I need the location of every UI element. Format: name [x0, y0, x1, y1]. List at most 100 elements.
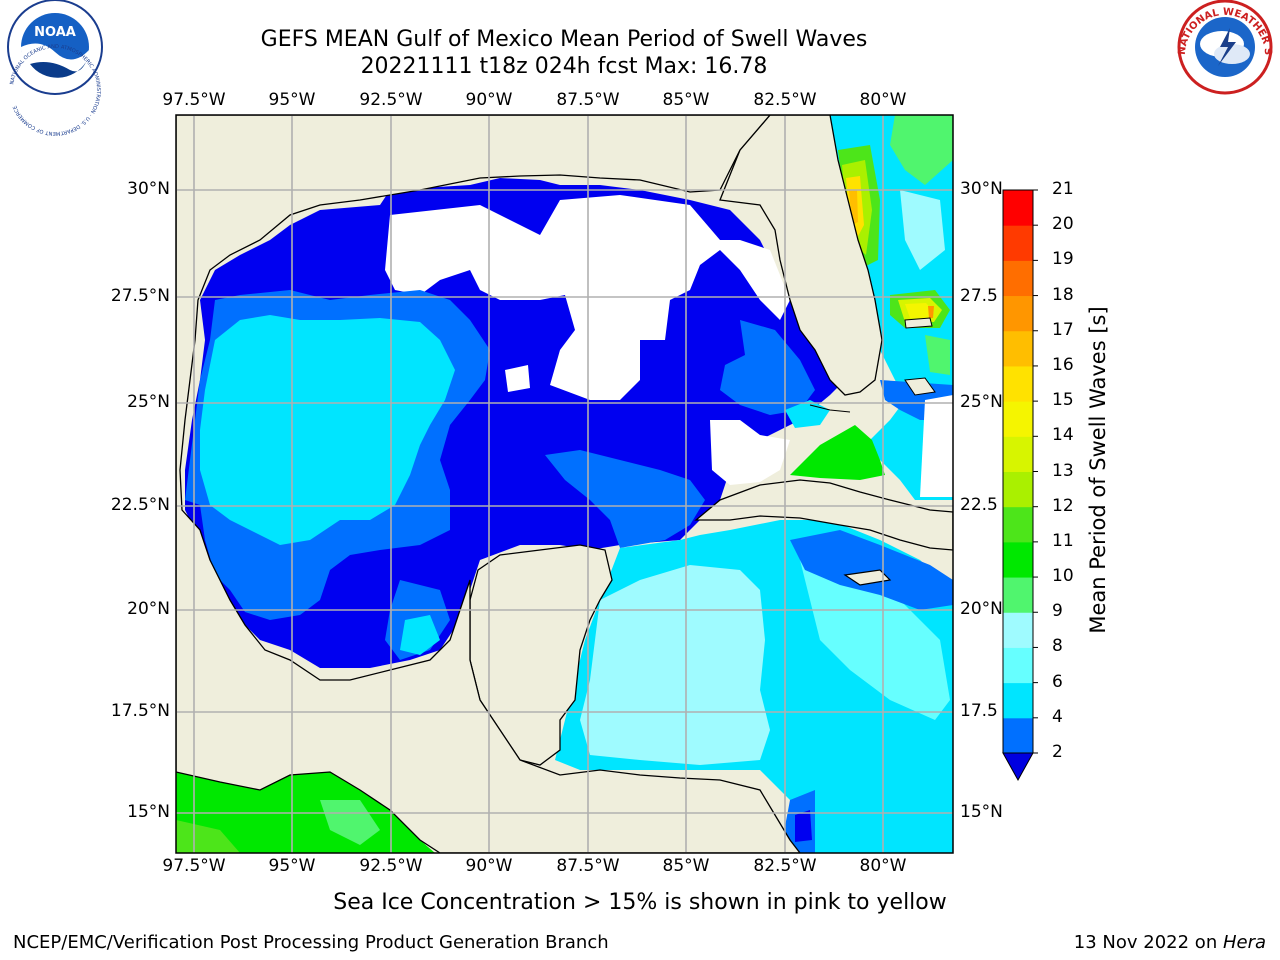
colorbar-tick-label: 17: [1052, 319, 1074, 340]
gulf-swell-4-6s: [720, 320, 815, 415]
noaa-logo-text: NOAA: [34, 25, 76, 40]
colorbar-bin: [1003, 541, 1033, 578]
colorbar-tick-label: 10: [1052, 566, 1074, 587]
atlantic-swell-8-9s: [900, 190, 945, 270]
colorbar-tick-label: 6: [1052, 671, 1063, 692]
colorbar-bin: [1003, 436, 1033, 472]
colorbar-bin: [1003, 330, 1033, 367]
sea-ice-note: Sea Ice Concentration > 15% is shown in …: [333, 890, 947, 915]
us-mexico-land: [176, 115, 801, 853]
caribbean-swell-4-6s: [790, 530, 953, 610]
atlantic-swell-15-16s: [905, 303, 934, 318]
atlantic-swell-17-18s: [928, 306, 934, 318]
gulf-swell-6-8s: [400, 615, 440, 655]
lat-label-right: 25°N: [960, 392, 1003, 412]
colorbar-tick-label: 4: [1052, 706, 1063, 727]
colorbar-tick-label: 16: [1052, 354, 1074, 375]
colorbar-tick-label: 2: [1052, 742, 1063, 762]
lon-label-top: 85°W: [662, 90, 710, 110]
lat-label-right: 30°N: [960, 179, 1003, 199]
lon-label-bottom: 87.5°W: [556, 856, 620, 876]
colorbar-tick-label: 9: [1052, 601, 1063, 622]
colorbar-tick-label: 14: [1052, 425, 1074, 446]
caribbean-swell-8-9s: [580, 565, 770, 765]
lat-label-left: 22.5°N: [110, 495, 170, 515]
colorbar-bin: [1003, 682, 1033, 719]
colorbar-tick-label: 18: [1052, 284, 1074, 305]
colorbar-bin: [1003, 471, 1033, 508]
map-frame: [175, 114, 954, 854]
florida-land: [719, 115, 883, 396]
colorbar-tick-label: 20: [1052, 214, 1074, 235]
lat-label-right: 20°N: [960, 599, 1003, 619]
svg-text:NATIONAL WEATHER SERVICE: NATIONAL WEATHER SERVICE: [0, 0, 1273, 56]
lon-label-bottom: 92.5°W: [359, 856, 423, 876]
lon-label-bottom: 95°W: [268, 856, 316, 876]
map-title: GEFS MEAN Gulf of Mexico Mean Period of …: [260, 27, 868, 52]
colorbar-bin: [1003, 717, 1033, 754]
noaa-logo-icon: NOAA NATIONAL OCEANIC AND ATMOSPHERIC AD…: [7, 0, 103, 136]
colorbar-bin: [1003, 365, 1033, 402]
map-subtitle: 20221111 t18z 024h fcst Max: 16.78: [360, 54, 768, 79]
colorbar-bin: [1003, 612, 1033, 648]
no-data-region: [710, 420, 790, 485]
map-area: [176, 115, 953, 853]
colorbar-tick-label: 8: [1052, 636, 1063, 657]
lat-label-right: 27.5: [960, 286, 998, 306]
lon-label-bottom: 80°W: [859, 856, 907, 876]
machine-name: Hera: [1222, 932, 1266, 953]
lon-label-top: 92.5°W: [359, 90, 423, 110]
caribbean-swell-6-8s: [800, 560, 950, 720]
lat-label-right: 17.5: [960, 701, 998, 721]
bahamas-land: [904, 377, 936, 396]
colorbar-bin: [1003, 647, 1033, 684]
lat-label-left: 17.5°N: [110, 701, 170, 721]
colorbar-tick-label: 11: [1052, 530, 1074, 551]
lon-label-top: 87.5°W: [556, 90, 620, 110]
atlantic-swell-9-10s: [890, 115, 953, 185]
colorbar-bin: [1003, 260, 1033, 297]
cuba-land: [694, 479, 953, 551]
lat-label-right: 22.5: [960, 495, 998, 515]
lat-label-left: 20°N: [127, 599, 170, 619]
colorbar-bin: [1003, 190, 1033, 226]
colorbar-tick-label: 12: [1052, 495, 1074, 516]
florida-keys-land: [809, 404, 851, 413]
atlantic-swell-9-10s: [925, 335, 950, 375]
lon-label-bottom: 82.5°W: [753, 856, 817, 876]
lat-label-left: 30°N: [127, 179, 170, 199]
no-data-region: [505, 365, 530, 392]
lat-label-left: 27.5°N: [110, 286, 170, 306]
lon-label-top: 82.5°W: [753, 90, 817, 110]
lon-label-top: 90°W: [465, 90, 513, 110]
lon-label-top: 97.5°W: [162, 90, 226, 110]
colorbar-bin: [1003, 225, 1033, 261]
lon-label-top: 95°W: [268, 90, 316, 110]
lon-label-bottom: 90°W: [465, 856, 513, 876]
colorbar-bin: [1003, 295, 1033, 332]
colorbar-tick-label: 13: [1052, 460, 1074, 481]
lat-label-right: 15°N: [960, 802, 1003, 822]
date-text: 13 Nov 2022 on Hera: [1073, 932, 1266, 953]
colorbar-tick-label: 15: [1052, 390, 1074, 411]
cuba-north-swell-10-11s: [790, 425, 885, 480]
lat-label-left: 25°N: [127, 392, 170, 412]
colorbar-tick-label: 21: [1052, 179, 1074, 199]
lon-label-bottom: 97.5°W: [162, 856, 226, 876]
credit-text: NCEP/EMC/Verification Post Processing Pr…: [13, 932, 609, 953]
jamaica-land: [843, 569, 892, 586]
lat-lon-grid: [176, 115, 953, 853]
nws-logo-icon: NATIONAL WEATHER SERVICE: [0, 0, 1273, 95]
caribbean-swell-2-4s: [795, 810, 812, 842]
colorbar: [1002, 189, 1038, 754]
colorbar-bin: [1003, 577, 1033, 613]
colorbar-bin: [1003, 506, 1033, 543]
lat-label-left: 15°N: [127, 802, 170, 822]
colorbar-tick-label: 19: [1052, 249, 1074, 270]
gulf-swell-4-6s: [545, 450, 705, 548]
lon-label-top: 80°W: [859, 90, 907, 110]
no-data-region: [920, 395, 953, 497]
colorbar-label: Mean Period of Swell Waves [s]: [1086, 306, 1110, 634]
colorbar-extend-low: [1002, 752, 1034, 782]
